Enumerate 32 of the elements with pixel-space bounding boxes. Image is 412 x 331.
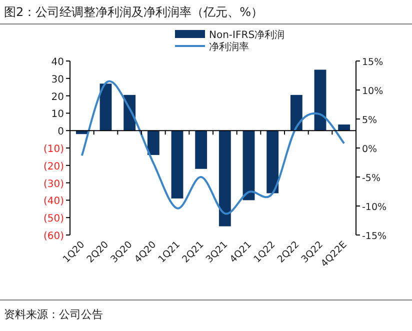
text: 资料来源：公司公告 bbox=[4, 308, 103, 321]
bar bbox=[171, 130, 184, 198]
y-tick-label: 30 bbox=[51, 74, 64, 86]
bar bbox=[266, 130, 279, 194]
y-tick-label: 20 bbox=[51, 92, 64, 103]
chart-title: 图2：公司经调整净利润及净利润率（亿元、%） bbox=[4, 5, 264, 19]
legend-label: 净利润率 bbox=[209, 41, 249, 53]
y-tick-label: 10 bbox=[51, 109, 64, 120]
bar bbox=[242, 130, 255, 200]
y-tick-label: (60) bbox=[43, 231, 64, 242]
bar bbox=[338, 124, 350, 131]
y2-tick-label: 15% bbox=[362, 57, 384, 68]
legend-label: Non-IFRS净利润 bbox=[209, 29, 285, 41]
y2-tick-label: 10% bbox=[362, 86, 384, 97]
y-tick-label: (50) bbox=[43, 214, 64, 225]
bar bbox=[290, 94, 302, 131]
y2-tick-label: -5% bbox=[362, 173, 380, 184]
bar bbox=[147, 130, 160, 155]
bar bbox=[218, 130, 231, 226]
y-tick-label: 40 bbox=[51, 57, 64, 68]
y-tick-label: (10) bbox=[43, 144, 64, 155]
y-tick-label: (30) bbox=[43, 178, 64, 190]
bar bbox=[195, 130, 208, 169]
y2-tick-label: 5% bbox=[362, 115, 378, 126]
y2-tick-label: -15% bbox=[362, 231, 387, 242]
y2-tick-label: 0% bbox=[362, 144, 378, 155]
y-tick-label: 0 bbox=[58, 126, 64, 138]
bar bbox=[314, 70, 326, 131]
y-tick-label: (40) bbox=[43, 196, 64, 208]
y2-tick-label: -10% bbox=[362, 202, 387, 213]
bar bbox=[100, 84, 112, 131]
y-tick-label: (20) bbox=[43, 161, 64, 172]
